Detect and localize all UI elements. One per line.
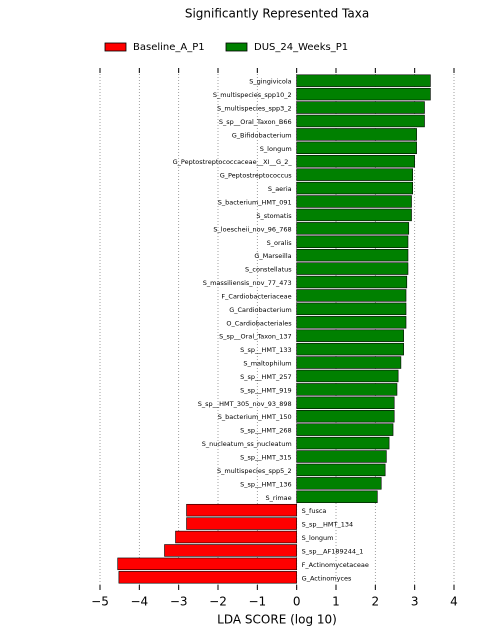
category-label: O_Cardiobacteriales: [226, 319, 292, 327]
x-axis-label: LDA SCORE (log 10): [217, 613, 337, 627]
bar: [296, 436, 390, 450]
x-tick-label: −4: [130, 595, 148, 609]
category-label: F_Actinomycetaceae: [302, 561, 369, 569]
bar: [175, 530, 297, 544]
category-label: S_bacterium_HMT_091: [218, 199, 292, 207]
category-label: S_nucleatum_ss_nucleatum: [202, 440, 292, 448]
category-label: S_sp__HMT_136: [240, 480, 292, 488]
category-label: S_sp__Oral_Taxon_137: [219, 333, 292, 341]
bar: [296, 396, 395, 410]
category-label: S_sp__HMT_133: [240, 346, 292, 354]
bar: [296, 463, 386, 477]
x-tick-label: −2: [209, 595, 227, 609]
bar: [296, 329, 404, 342]
category-label: G_Marseilla: [254, 252, 291, 260]
x-tick-label: −3: [170, 595, 188, 609]
category-label: S_sp__Oral_Taxon_B66: [219, 118, 292, 126]
chart-title: Significantly Represented Taxa: [185, 7, 369, 21]
bar: [296, 248, 409, 262]
bar: [296, 168, 413, 181]
bar: [296, 289, 407, 302]
x-tick-label: 4: [450, 595, 458, 609]
category-label: G_Cardiobacterium: [229, 306, 291, 314]
category-label: G_Peptostreptococcaceae__XI__G_2_: [173, 158, 293, 166]
bar: [296, 114, 425, 128]
bar: [296, 316, 407, 329]
bar: [296, 490, 378, 503]
category-label: S_multispecies_spp10_2: [213, 91, 292, 99]
bar: [296, 195, 412, 208]
category-label: S_aeria: [268, 185, 292, 193]
bar: [296, 141, 417, 155]
category-label: F_Cardiobacteriaceae: [221, 292, 291, 300]
bar: [296, 410, 395, 423]
bar: [186, 517, 297, 530]
bar: [296, 477, 382, 490]
x-tick-label: 2: [372, 595, 380, 609]
bar: [296, 128, 417, 141]
bar: [296, 342, 404, 356]
category-label: S_sp__AF189244_1: [302, 547, 364, 555]
category-label: G_Bifidobacterium: [232, 131, 292, 139]
x-tick-label: −5: [91, 595, 109, 609]
category-label: S_sp__HMT_268: [240, 427, 292, 435]
category-label: G_Peptostreptococcus: [220, 172, 293, 180]
bar: [296, 423, 394, 436]
category-label: S_stomatis: [256, 212, 292, 220]
bar: [296, 356, 402, 369]
legend-swatch: [104, 42, 127, 52]
bar: [118, 571, 297, 584]
category-label: S_fusca: [302, 507, 327, 515]
category-label: G_Actinomyces: [302, 574, 352, 582]
bar: [164, 544, 297, 557]
category-label: S_massiliensis_nov_77_473: [203, 279, 292, 287]
category-label: S_multispecies_spp3_2: [217, 105, 292, 113]
bar: [296, 101, 425, 114]
category-label: S_multispecies_spp5_2: [217, 467, 292, 475]
bar: [296, 275, 408, 289]
category-label: S_sp__HMT_134: [302, 521, 354, 529]
bar: [296, 87, 431, 101]
category-label: S_longum: [302, 534, 334, 542]
bar: [296, 262, 409, 275]
category-label: S_sp__HMT_257: [240, 373, 292, 381]
bar: [296, 222, 410, 235]
category-label: S_sp__HMT_315: [240, 454, 292, 462]
x-tick-label: 3: [411, 595, 419, 609]
bar: [117, 557, 297, 571]
bar: [296, 383, 398, 396]
category-label: S_sp__HMT_305_nov_93_898: [198, 400, 292, 408]
category-label: S_constellatus: [245, 266, 292, 274]
category-label: S_loescheii_nov_96_768: [213, 225, 291, 233]
category-label: S_longum: [260, 145, 292, 153]
bar: [296, 302, 407, 316]
category-label: S_maltophilum: [243, 360, 291, 368]
bar: [186, 503, 297, 517]
category-label: S_oralis: [267, 239, 293, 247]
x-tick-label: 1: [332, 595, 340, 609]
bar: [296, 181, 413, 195]
legend-label: Baseline_A_P1: [133, 42, 205, 53]
bar: [296, 450, 387, 463]
bar: [296, 155, 415, 168]
category-label: S_sp__HMT_919: [240, 386, 292, 394]
x-tick-label: −1: [248, 595, 266, 609]
legend-label: DUS_24_Weeks_P1: [254, 42, 348, 53]
bar: [296, 74, 431, 87]
category-label: S_rimae: [265, 494, 291, 502]
bar: [296, 208, 412, 222]
bar: [296, 369, 399, 383]
bar: [296, 235, 409, 248]
legend-swatch: [225, 42, 248, 52]
category-label: S_gingivicola: [249, 78, 291, 86]
x-tick-label: 0: [293, 595, 301, 609]
category-label: S_bacterium_HMT_150: [218, 413, 292, 421]
